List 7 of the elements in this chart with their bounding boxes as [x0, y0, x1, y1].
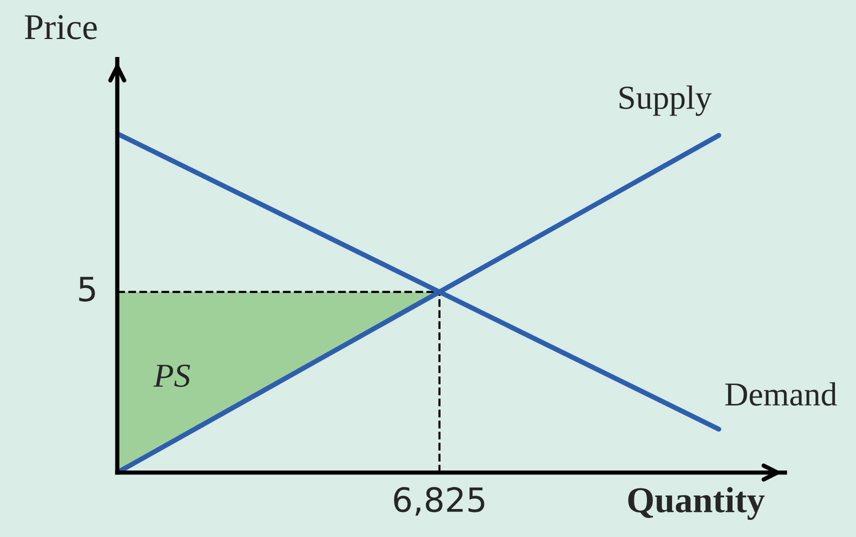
y-axis-title: Price — [24, 15, 97, 40]
series-label: Demand — [725, 382, 837, 406]
text: 6,825 — [394, 487, 484, 516]
annotation: PS — [153, 364, 190, 387]
series-label: Supply — [620, 86, 712, 116]
annotation: 5 — [79, 276, 95, 302]
x-axis-title: Quantity — [628, 487, 765, 520]
